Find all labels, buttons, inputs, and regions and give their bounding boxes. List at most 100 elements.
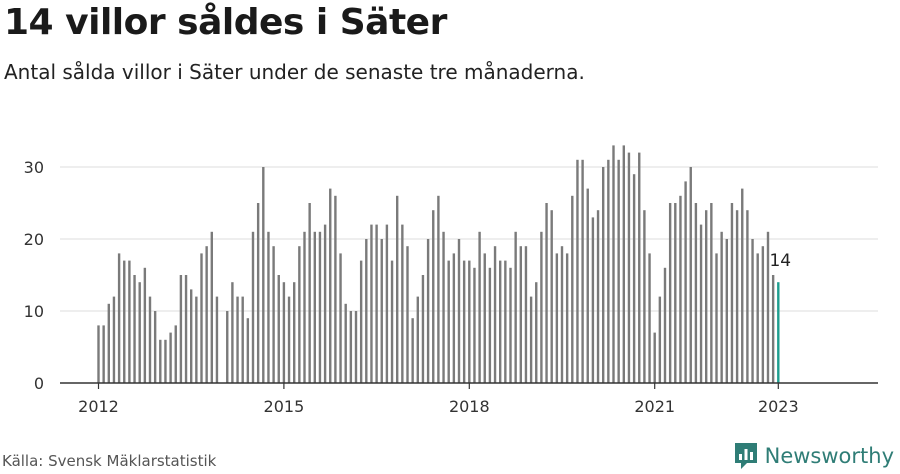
highlight-value-label: 14 (769, 251, 791, 271)
bar (112, 296, 116, 383)
bar (117, 253, 121, 383)
bar (164, 339, 167, 383)
x-tick-label: 2015 (264, 397, 305, 416)
bar (473, 267, 476, 383)
bar (668, 203, 672, 383)
x-tick-label: 2023 (758, 397, 799, 416)
bar (612, 145, 615, 383)
bar (339, 253, 342, 383)
bars (97, 145, 780, 383)
bar (334, 195, 337, 383)
bar (396, 195, 399, 383)
bar (540, 231, 543, 383)
bar (406, 246, 409, 383)
bar (488, 267, 492, 383)
bar (741, 188, 744, 383)
x-tick-label: 2018 (449, 397, 490, 416)
bar (617, 159, 620, 383)
bar (638, 152, 641, 383)
x-tick-label: 2021 (634, 397, 675, 416)
bar (323, 224, 327, 383)
bar (535, 282, 538, 383)
bar (205, 246, 208, 383)
bar (555, 253, 559, 383)
bar (643, 210, 646, 383)
bar (226, 311, 229, 383)
bar (215, 296, 219, 383)
bar (272, 246, 275, 383)
bar (153, 311, 157, 383)
bar (746, 210, 749, 383)
bar (277, 275, 280, 383)
newsworthy-logo-icon (734, 443, 757, 469)
bar (174, 325, 177, 383)
bar (596, 210, 600, 383)
bar (179, 275, 183, 383)
bar (591, 217, 595, 383)
axes: 0 10 20 30 2012 2015 2018 2021 2023 14 (24, 158, 878, 416)
bar (457, 239, 461, 383)
y-tick-label: 0 (34, 374, 44, 393)
bar (133, 275, 136, 383)
bar (169, 332, 172, 383)
bar (571, 195, 574, 383)
bar (529, 296, 533, 383)
bar (437, 195, 440, 383)
bar (148, 296, 152, 383)
bar (143, 267, 147, 383)
bar (97, 325, 100, 383)
bar (689, 167, 692, 383)
bar (200, 253, 203, 383)
bar (138, 282, 141, 383)
bar (720, 231, 723, 383)
bar (565, 253, 569, 383)
bar (730, 203, 734, 383)
brand-name: Newsworthy (764, 444, 894, 468)
bar (663, 267, 667, 383)
bar (421, 275, 425, 383)
bar (514, 231, 517, 383)
bar (576, 159, 579, 383)
bar (241, 296, 244, 383)
bar (401, 224, 404, 383)
bar (246, 318, 250, 383)
bar (509, 267, 512, 383)
bar (390, 260, 394, 383)
bar (267, 231, 270, 383)
bar (107, 303, 110, 383)
bar (607, 159, 610, 383)
bar (632, 174, 636, 383)
bar (262, 167, 265, 383)
bar (725, 239, 728, 383)
bar (380, 239, 383, 383)
bar (627, 152, 631, 383)
bar (602, 167, 605, 383)
bar (550, 210, 553, 383)
bar (648, 253, 651, 383)
bar (102, 325, 105, 383)
bar (452, 253, 456, 383)
bar (236, 296, 239, 383)
bar (699, 224, 703, 383)
source-note: Källa: Svensk Mäklarstatistik (2, 452, 217, 470)
bar (385, 224, 389, 383)
bar (370, 224, 373, 383)
bar (499, 260, 502, 383)
bar (313, 231, 316, 383)
brand[interactable]: Newsworthy (733, 441, 894, 471)
bar (375, 224, 378, 383)
bar (560, 246, 564, 383)
bar-highlight (777, 282, 780, 383)
bar (282, 282, 286, 383)
bar (231, 282, 234, 383)
bar (756, 253, 759, 383)
bar (365, 239, 368, 383)
bar (303, 231, 306, 383)
bar (761, 246, 765, 383)
bar (493, 246, 497, 383)
bar (195, 296, 198, 383)
bar (293, 282, 296, 383)
chart-subtitle: Antal sålda villor i Säter under de sena… (4, 60, 585, 84)
bar (210, 231, 213, 383)
